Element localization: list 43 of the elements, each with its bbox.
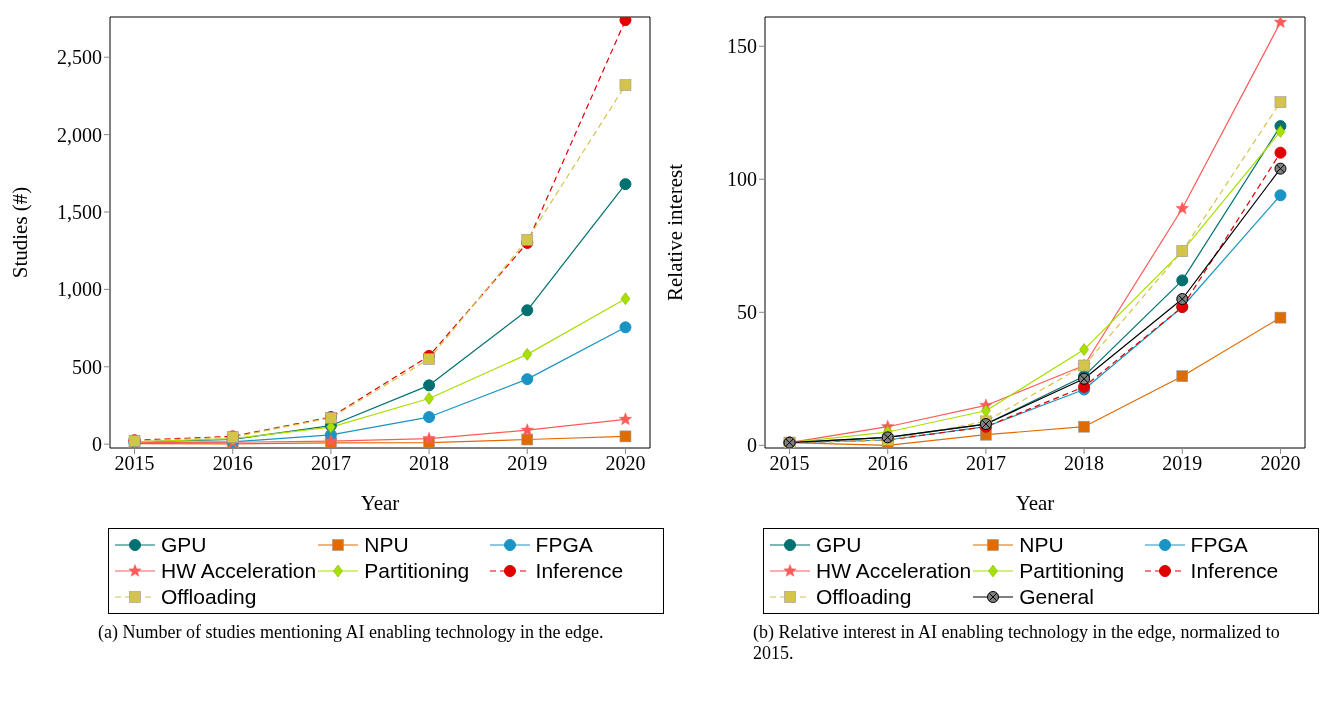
y-axis-title: Studies (#)	[8, 186, 33, 279]
legend-label: GPU	[160, 533, 208, 557]
y-tick-label: 500	[72, 355, 102, 378]
legend-label: Inference	[1189, 559, 1280, 583]
x-tick-label: 2018	[1064, 452, 1105, 475]
text: (a) Number of studies mentioning AI enabling technology in the edge.	[98, 622, 605, 643]
x-axis-title: Year	[1015, 491, 1055, 515]
x-axis-title: Year	[360, 491, 400, 515]
legend-label: HW Acceleration	[815, 559, 972, 583]
legend-label: Offloading	[815, 585, 913, 609]
text: (b) Relative interest in AI enabling technology in the edge, normalized to 2015.	[753, 622, 1281, 664]
legend-label: Inference	[534, 559, 625, 583]
y-tick-label: 0	[92, 433, 102, 456]
y-tick-label: 0	[747, 434, 757, 457]
x-tick-label: 2015	[769, 452, 810, 475]
legend-label: NPU	[1018, 533, 1065, 557]
x-tick-label: 2017	[310, 452, 351, 475]
y-axis-title: Relative interest	[663, 163, 688, 302]
legend-label: Partitioning	[363, 559, 471, 583]
x-tick-label: 2020	[605, 452, 646, 475]
x-tick-label: 2015	[114, 452, 155, 475]
y-tick-label: 1,500	[57, 201, 102, 224]
x-tick-label: 2016	[212, 452, 253, 475]
legend-label: Partitioning	[1018, 559, 1126, 583]
y-tick-label: 1,000	[57, 278, 102, 301]
x-tick-label: 2018	[409, 452, 450, 475]
legend-label: HW Acceleration	[160, 559, 317, 583]
y-tick-label: 2,000	[57, 123, 102, 146]
legend-label: GPU	[815, 533, 863, 557]
y-tick-label: 2,500	[57, 46, 102, 69]
x-tick-label: 2019	[1162, 452, 1203, 475]
x-tick-label: 2017	[965, 452, 1006, 475]
y-tick-label: 150	[727, 35, 757, 58]
legend-label: Offloading	[160, 585, 258, 609]
x-tick-label: 2019	[507, 452, 548, 475]
y-tick-label: 50	[737, 301, 757, 324]
y-tick-label: 100	[727, 168, 757, 191]
legend-label: FPGA	[1189, 533, 1249, 557]
x-tick-label: 2020	[1260, 452, 1301, 475]
x-tick-label: 2016	[867, 452, 908, 475]
legend-label: NPU	[363, 533, 410, 557]
legend-label: FPGA	[534, 533, 594, 557]
legend-label: General	[1018, 585, 1095, 609]
